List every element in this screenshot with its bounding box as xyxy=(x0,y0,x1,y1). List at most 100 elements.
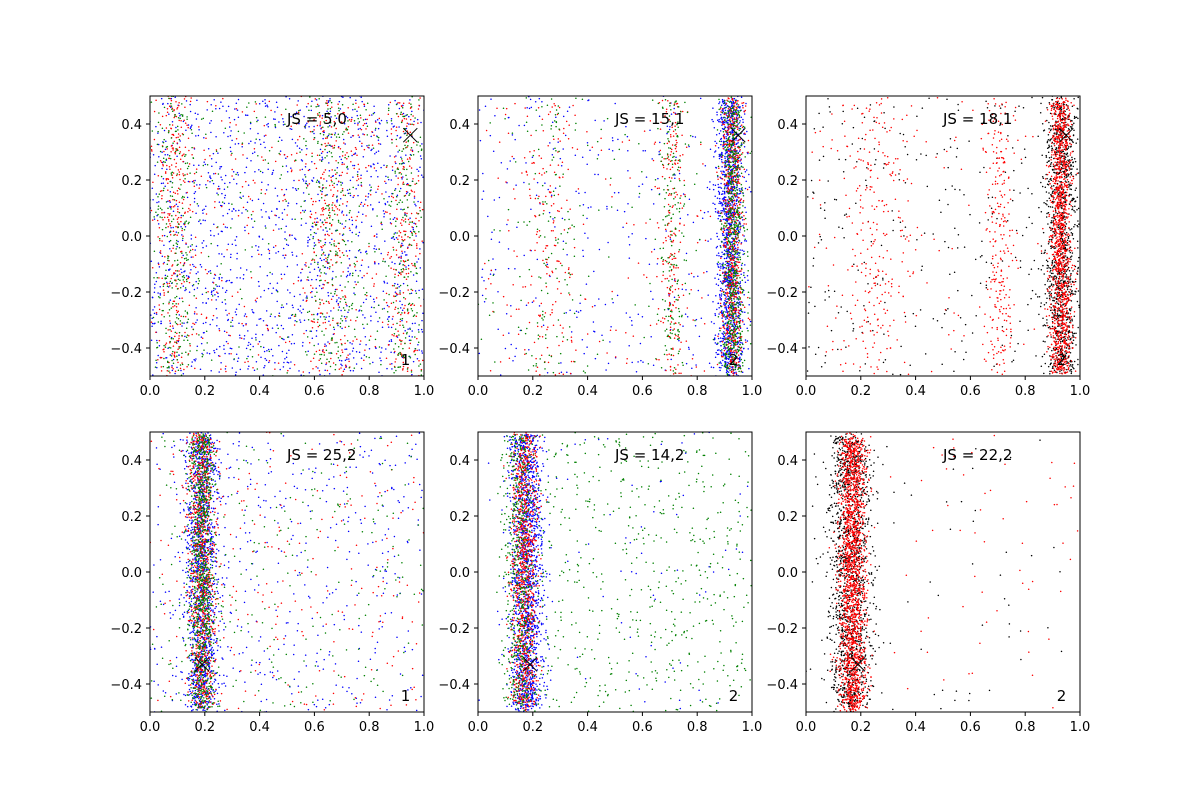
data-point xyxy=(160,322,162,325)
data-point xyxy=(353,167,355,170)
data-point xyxy=(387,251,390,254)
data-point xyxy=(719,361,722,363)
data-point xyxy=(307,319,310,321)
data-point xyxy=(396,134,399,137)
data-point xyxy=(401,242,403,245)
data-point xyxy=(324,227,327,229)
data-point xyxy=(482,190,485,192)
data-point xyxy=(299,151,301,153)
data-point xyxy=(312,200,315,203)
data-point xyxy=(254,170,256,173)
data-point xyxy=(742,118,744,121)
data-point xyxy=(151,150,153,152)
data-point xyxy=(325,349,328,352)
data-point xyxy=(268,361,270,364)
data-point xyxy=(279,368,281,371)
data-point xyxy=(343,227,345,230)
data-point xyxy=(213,277,215,280)
data-point xyxy=(365,195,367,198)
data-point xyxy=(411,190,413,193)
data-point xyxy=(172,210,175,212)
data-point xyxy=(720,340,722,343)
data-point xyxy=(727,371,730,373)
data-point xyxy=(720,297,723,300)
data-point xyxy=(303,115,305,118)
data-point xyxy=(396,336,399,338)
data-point xyxy=(184,155,186,158)
data-point xyxy=(179,178,181,181)
data-point xyxy=(293,295,296,298)
data-point xyxy=(202,301,204,304)
data-point xyxy=(364,335,367,338)
data-point xyxy=(408,102,410,104)
data-point xyxy=(641,316,644,318)
data-point xyxy=(413,263,416,265)
data-point xyxy=(218,371,220,373)
data-point xyxy=(726,370,729,373)
data-point xyxy=(387,103,390,106)
data-point xyxy=(152,181,154,184)
data-point xyxy=(224,303,227,305)
data-point xyxy=(344,348,346,350)
data-point xyxy=(303,211,306,213)
data-point xyxy=(183,98,186,100)
data-point xyxy=(325,345,327,347)
data-point xyxy=(280,113,283,116)
data-point xyxy=(349,229,351,232)
data-point xyxy=(420,305,422,307)
data-point xyxy=(318,324,321,327)
data-point xyxy=(362,287,365,289)
data-point xyxy=(322,287,324,289)
data-point xyxy=(728,179,731,182)
data-point xyxy=(226,226,228,229)
data-point xyxy=(190,126,192,128)
data-point xyxy=(523,124,526,127)
data-point xyxy=(362,314,364,316)
data-point xyxy=(228,334,230,336)
data-point xyxy=(264,225,267,227)
data-point xyxy=(175,174,178,177)
data-point xyxy=(415,225,418,228)
data-point xyxy=(213,223,215,225)
data-point xyxy=(360,128,363,131)
data-point xyxy=(748,367,750,370)
data-point xyxy=(364,118,367,121)
data-point xyxy=(164,255,166,258)
data-point xyxy=(198,187,200,189)
data-point xyxy=(407,272,410,275)
data-point xyxy=(359,203,362,205)
data-point xyxy=(190,234,193,236)
data-point xyxy=(562,240,565,243)
data-point xyxy=(169,230,172,233)
data-point xyxy=(168,269,170,271)
data-point xyxy=(374,338,377,341)
data-point xyxy=(303,319,306,321)
data-point xyxy=(365,298,367,301)
data-point xyxy=(285,356,288,359)
data-point xyxy=(330,352,333,354)
data-point xyxy=(309,291,312,294)
data-point xyxy=(158,339,161,342)
data-point xyxy=(178,173,181,176)
data-point xyxy=(398,241,400,244)
data-point xyxy=(203,349,205,351)
data-point xyxy=(238,322,240,324)
data-point xyxy=(218,187,221,190)
data-point xyxy=(274,123,276,126)
data-point xyxy=(217,152,219,154)
data-point xyxy=(324,137,327,140)
data-point xyxy=(739,360,741,362)
data-point xyxy=(342,150,344,153)
data-point xyxy=(360,117,362,119)
data-point xyxy=(248,102,250,104)
data-point xyxy=(174,204,176,207)
data-point xyxy=(631,361,633,364)
data-point xyxy=(248,341,250,344)
data-point xyxy=(355,363,358,365)
data-point xyxy=(245,269,248,271)
data-point xyxy=(295,111,298,113)
data-point xyxy=(536,258,539,261)
data-point xyxy=(194,179,196,182)
data-point xyxy=(329,222,331,225)
